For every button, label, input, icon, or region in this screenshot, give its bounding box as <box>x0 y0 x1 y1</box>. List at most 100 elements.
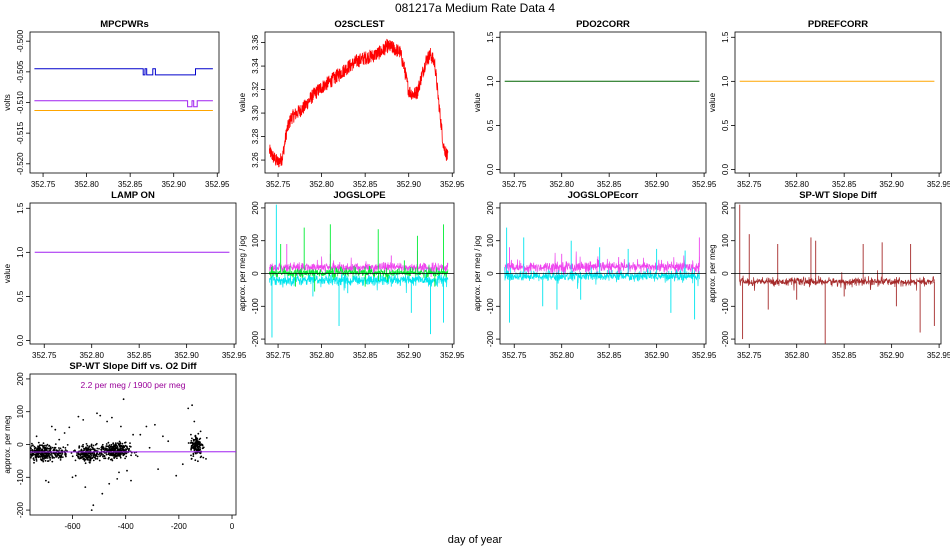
y-tick-label: 0.0 <box>721 163 730 175</box>
y-tick-label: 3.28 <box>251 128 260 144</box>
scatter-point <box>109 445 112 448</box>
scatter-point <box>26 447 28 449</box>
scatter-point <box>34 456 37 458</box>
plot-frame <box>499 31 707 174</box>
x-tick-label: 352.85 <box>353 351 378 360</box>
scatter-point <box>24 456 26 458</box>
scatter-point <box>95 449 97 452</box>
scatter-point <box>194 436 197 439</box>
x-tick-label: 352.95 <box>222 351 247 360</box>
scatter-point <box>85 443 88 445</box>
scatter-point <box>112 442 115 445</box>
scatter-point <box>84 486 87 488</box>
scatter-point <box>89 456 92 458</box>
scatter-point <box>190 447 193 450</box>
scatter-point <box>78 453 81 456</box>
scatter-point <box>74 459 77 462</box>
figure-title: 081217a Medium Rate Data 4 <box>395 1 555 15</box>
y-axis-label: volts <box>3 94 12 110</box>
scatter-point <box>24 451 26 453</box>
scatter-point <box>125 455 128 458</box>
y-tick-label: 3.26 <box>251 152 260 168</box>
x-tick-label: 352.90 <box>396 180 421 189</box>
scatter-point <box>117 442 119 444</box>
scatter-point <box>100 448 102 451</box>
y-tick-label: 3.34 <box>251 58 260 74</box>
y-axis-label: approx. per meg <box>3 415 12 473</box>
panel-pdrefcorr: PDREFCORR value 0.0 0.5 1.0 1.5 352.75 352.80 35… <box>708 19 950 189</box>
scatter-point <box>42 446 44 448</box>
series-line-SP-WT <box>739 270 935 291</box>
scatter-point <box>57 457 60 459</box>
x-tick-label: 0 <box>230 522 235 531</box>
scatter-point <box>194 434 197 437</box>
x-tick-label: -200 <box>171 522 188 531</box>
y-axis-label: approx. per meg <box>708 244 717 302</box>
scatter-point <box>44 452 46 454</box>
x-tick-label: 352.85 <box>118 180 143 189</box>
scatter-point <box>81 445 83 448</box>
scatter-point <box>58 452 61 455</box>
scatter-point <box>136 455 139 458</box>
y-tick-label: 100 <box>486 233 495 247</box>
scatter-point <box>53 448 56 451</box>
scatter-point <box>31 454 34 457</box>
scatter-point <box>93 448 96 451</box>
scatter-point <box>41 458 43 461</box>
panel-title: PDO2CORR <box>576 19 630 30</box>
scatter-point <box>115 455 118 457</box>
scatter-point <box>196 441 199 444</box>
x-tick-label: 352.90 <box>879 351 904 360</box>
x-tick-label: 352.80 <box>784 351 809 360</box>
scatter-point <box>92 504 95 507</box>
scatter-point <box>114 442 117 444</box>
scatter-point <box>33 447 36 450</box>
panel-title: MPCPWRs <box>100 19 149 30</box>
scatter-point <box>40 453 42 456</box>
scatter-point <box>27 449 29 451</box>
x-tick-label: 352.95 <box>927 180 950 189</box>
scatter-point <box>192 446 195 448</box>
scatter-point <box>27 454 29 456</box>
scatter-point <box>83 460 86 462</box>
y-tick-label: 1.5 <box>721 31 730 43</box>
panel-pdo2corr: PDO2CORR value 0.0 0.5 1.0 1.5 352.75 352.80 352… <box>473 19 717 189</box>
y-tick-label: -200 <box>16 502 25 519</box>
scatter-point <box>96 447 99 450</box>
scatter-point <box>205 458 207 460</box>
scatter-point <box>126 446 128 449</box>
scatter-point <box>53 456 55 459</box>
plot-frame <box>734 31 942 174</box>
scatter-point <box>111 459 114 462</box>
scatter-point <box>119 456 122 459</box>
x-tick-label: 352.95 <box>692 180 717 189</box>
y-tick-label: -100 <box>16 469 25 486</box>
y-tick-label: 1.0 <box>721 75 730 87</box>
y-tick-label: 0.5 <box>721 119 730 131</box>
scatter-point <box>88 445 91 448</box>
scatter-point <box>46 443 49 446</box>
scatter-point <box>105 443 108 445</box>
scatter-point <box>99 414 102 417</box>
y-tick-label: -100 <box>486 298 495 315</box>
scatter-point <box>91 457 94 459</box>
scatter-point <box>92 444 95 447</box>
scatter-point <box>58 449 61 451</box>
scatter-point <box>123 446 126 449</box>
scatter-point <box>38 455 41 458</box>
plot-frame <box>29 373 237 516</box>
scatter-point <box>104 447 107 449</box>
scatter-point <box>77 456 80 459</box>
scatter-point <box>66 444 69 446</box>
x-tick-label: 352.80 <box>79 351 104 360</box>
scatter-point <box>199 446 201 449</box>
scatter-point <box>33 461 35 464</box>
scatter-point <box>108 456 110 459</box>
y-tick-label: 0.5 <box>16 290 25 302</box>
x-tick-label: 352.95 <box>205 180 230 189</box>
scatter-point <box>194 459 197 462</box>
scatter-point <box>64 452 67 454</box>
scatter-point <box>187 407 190 410</box>
scatter-point <box>42 442 45 445</box>
scatter-point <box>44 459 47 462</box>
